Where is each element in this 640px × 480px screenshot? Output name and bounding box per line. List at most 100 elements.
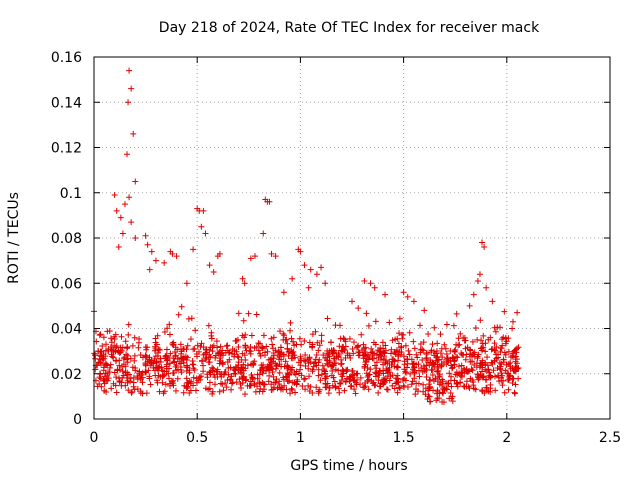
data-point — [143, 390, 150, 397]
data-point — [512, 353, 519, 360]
data-point — [354, 343, 361, 350]
data-point — [417, 341, 424, 348]
data-point — [423, 355, 430, 362]
data-point — [275, 356, 282, 363]
data-point — [371, 284, 378, 291]
data-point — [395, 384, 402, 391]
data-point — [288, 335, 295, 342]
data-point — [194, 353, 201, 360]
data-point — [115, 244, 122, 251]
data-point — [430, 360, 437, 367]
data-point — [503, 361, 510, 368]
data-point — [184, 362, 191, 369]
data-point — [321, 366, 328, 373]
data-point — [144, 241, 151, 248]
data-point — [367, 280, 374, 287]
data-point — [305, 382, 312, 389]
data-point — [395, 340, 402, 347]
data-point — [213, 338, 220, 345]
data-point — [352, 390, 359, 397]
data-point — [289, 364, 296, 371]
data-point — [101, 380, 108, 387]
data-point — [242, 391, 249, 398]
data-point — [502, 351, 509, 358]
data-point — [117, 214, 124, 221]
data-point — [183, 383, 190, 390]
data-point — [480, 332, 487, 339]
data-point — [277, 350, 284, 357]
data-point — [491, 340, 498, 347]
data-point — [429, 341, 436, 348]
data-point — [493, 343, 500, 350]
data-point — [401, 353, 408, 360]
data-point — [156, 388, 163, 395]
data-point — [291, 354, 298, 361]
y-tick-label: 0 — [73, 412, 82, 428]
data-point — [177, 360, 184, 367]
data-point — [505, 376, 512, 383]
data-point — [247, 378, 254, 385]
data-point — [284, 345, 291, 352]
data-point — [261, 349, 268, 356]
data-point — [163, 352, 170, 359]
data-point — [277, 328, 284, 335]
data-point — [409, 378, 416, 385]
data-point — [147, 381, 154, 388]
data-point — [501, 389, 508, 396]
data-point — [119, 230, 126, 237]
data-point — [281, 332, 288, 339]
data-point — [467, 347, 474, 354]
data-point — [307, 383, 314, 390]
data-point — [231, 370, 238, 377]
data-point — [269, 341, 276, 348]
data-point — [117, 366, 124, 373]
data-point — [440, 390, 447, 397]
data-point — [426, 377, 433, 384]
data-point — [483, 384, 490, 391]
data-point — [420, 381, 427, 388]
data-point — [275, 380, 282, 387]
data-point — [166, 321, 173, 328]
data-point — [341, 347, 348, 354]
data-point — [376, 371, 383, 378]
data-point — [198, 223, 205, 230]
data-point — [402, 377, 409, 384]
data-point — [217, 343, 224, 350]
data-point — [409, 361, 416, 368]
data-point — [389, 372, 396, 379]
data-point — [189, 361, 196, 368]
data-point — [399, 376, 406, 383]
data-point — [366, 376, 373, 383]
data-point — [111, 192, 118, 199]
data-point — [204, 374, 211, 381]
data-point — [413, 351, 420, 358]
data-point — [161, 259, 168, 266]
data-point — [360, 355, 367, 362]
data-point — [108, 385, 115, 392]
data-point — [183, 356, 190, 363]
data-point — [155, 367, 162, 374]
data-point — [492, 328, 499, 335]
data-point — [152, 257, 159, 264]
data-point — [429, 371, 436, 378]
data-point — [222, 380, 229, 387]
data-point — [343, 366, 350, 373]
data-point — [128, 85, 135, 92]
data-point — [126, 194, 133, 201]
data-point — [376, 348, 383, 355]
data-point — [253, 311, 260, 318]
data-point — [175, 311, 182, 318]
data-point — [256, 350, 263, 357]
data-point — [305, 284, 312, 291]
data-point — [405, 347, 412, 354]
data-point — [499, 336, 506, 343]
data-point — [272, 365, 279, 372]
data-point — [430, 348, 437, 355]
data-point — [380, 376, 387, 383]
data-point — [224, 342, 231, 349]
data-point — [131, 357, 138, 364]
data-point — [476, 364, 483, 371]
data-point — [452, 371, 459, 378]
data-point — [216, 250, 223, 257]
data-point — [96, 332, 103, 339]
